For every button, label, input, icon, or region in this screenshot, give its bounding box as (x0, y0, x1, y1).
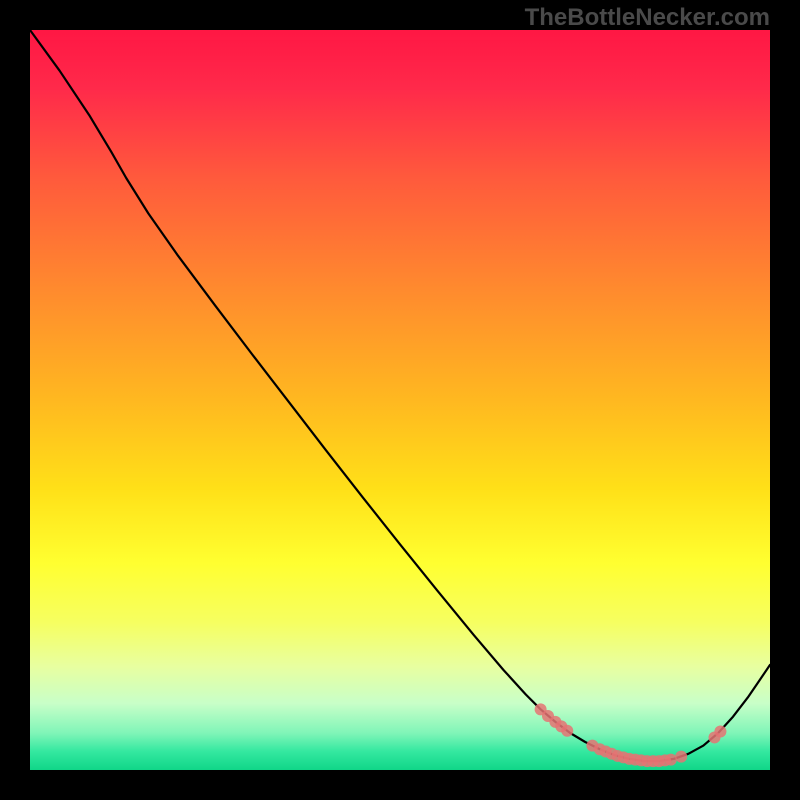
marker-point (675, 751, 687, 763)
plot-area (30, 30, 770, 770)
curve-path (30, 30, 770, 761)
marker-point (665, 754, 677, 766)
marker-group (535, 703, 727, 767)
marker-point (714, 726, 726, 738)
chart-svg (30, 30, 770, 770)
marker-point (561, 725, 573, 737)
watermark-text: TheBottleNecker.com (525, 4, 770, 32)
